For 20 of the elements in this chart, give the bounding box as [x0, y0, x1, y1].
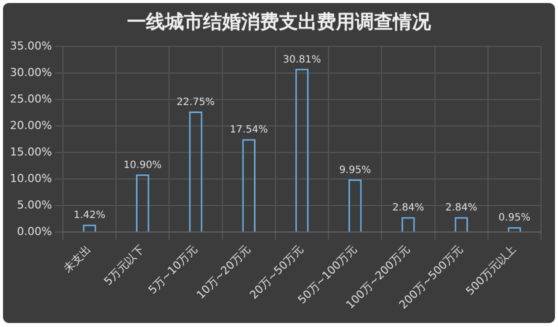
y-tick-label: 0.00%	[16, 224, 52, 238]
data-label: 1.42%	[74, 210, 106, 222]
data-label: 17.54%	[230, 124, 268, 136]
data-label: 2.84%	[392, 202, 424, 214]
y-tick-label: 30.00%	[10, 66, 52, 79]
y-tick-label: 35.00%	[10, 39, 52, 52]
y-tick-label: 15.00%	[10, 145, 52, 158]
data-label: 9.95%	[339, 164, 371, 176]
y-tick-label: 20.00%	[10, 118, 52, 132]
y-tick-label: 10.00%	[10, 172, 52, 185]
data-label: 30.81%	[282, 54, 322, 66]
data-label: 0.95%	[498, 212, 530, 224]
data-label: 22.75%	[176, 97, 215, 108]
x-tick-label: 5万元以下	[102, 242, 147, 288]
y-tick-label: 5.00%	[16, 198, 52, 212]
x-tick-label: 未支出	[61, 242, 94, 276]
chart-title: 一线城市结婚消费支出费用调查情况	[126, 10, 432, 35]
data-label: 10.90%	[124, 160, 162, 171]
data-label: 2.84%	[445, 202, 478, 214]
y-tick-label: 25.00%	[10, 92, 52, 106]
